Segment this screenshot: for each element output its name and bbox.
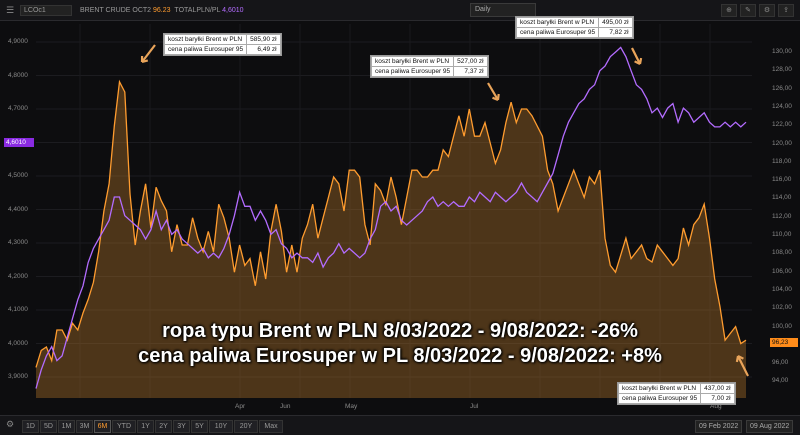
left-axis-tick: 4,8000 [8,72,28,79]
right-axis-tick: 120,00 [772,140,792,147]
annotation-label: cena paliwa Eurosuper 95 [517,28,599,38]
annotation-arrow [142,45,155,62]
annotation-arrow-head [142,60,148,62]
right-axis-tick: 110,00 [772,231,791,238]
annotation-label: cena paliwa Eurosuper 95 [619,394,701,404]
range-button[interactable]: YTD [112,420,136,433]
range-button[interactable]: 1D [22,420,39,433]
annotation-value: 6,49 zł [247,45,280,55]
gear-icon[interactable]: ⚙ [6,419,14,430]
left-axis-tick: 3,9000 [8,373,28,380]
annotation-value: 527,00 zł [454,57,487,67]
right-axis-tick: 112,00 [772,213,791,220]
annotation-label: koszt baryłki Brent w PLN [372,57,454,67]
left-axis-tick: 4,3000 [8,239,28,246]
right-axis-tick: 108,00 [772,249,792,256]
right-axis-tick: 116,00 [772,176,791,183]
range-button[interactable]: 3Y [173,420,190,433]
range-button[interactable]: 2Y [155,420,172,433]
right-axis-tick: 130,00 [772,48,792,55]
right-axis-tick: 94,00 [772,377,788,384]
right-axis-tick: 114,00 [772,194,791,201]
right-axis-tick: 124,00 [772,103,792,110]
annotation-label: koszt baryłki Brent w PLN [517,18,599,28]
left-axis-current-value: 4,6010 [4,138,34,147]
right-axis-tick: 128,00 [772,66,792,73]
left-axis-tick: 4,5000 [8,172,28,179]
annotation-value: 495,00 zł [599,18,632,28]
right-axis-tick: 126,00 [772,85,792,92]
x-axis-tick: Jul [470,403,478,410]
caption-brent: ropa typu Brent w PLN 8/03/2022 - 9/08/2… [0,320,800,343]
date-to[interactable]: 09 Aug 2022 [746,420,793,433]
range-button[interactable]: 1Y [137,420,154,433]
annotation-arrow-head [640,58,641,64]
annotation-value: 7,82 zł [599,28,632,38]
range-button[interactable]: 3M [76,420,93,433]
range-button[interactable]: 6M [94,420,111,433]
right-axis-tick: 104,00 [772,286,792,293]
annotation-value: 7,00 zł [701,394,734,404]
annotation-label: koszt baryłki Brent w PLN [619,384,701,394]
left-axis-tick: 4,4000 [8,206,28,213]
x-axis-tick: May [345,403,357,410]
annotation-label: cena paliwa Eurosuper 95 [165,45,247,55]
date-from[interactable]: 09 Feb 2022 [695,420,742,433]
right-axis-tick: 118,00 [772,158,791,165]
left-axis-tick: 4,9000 [8,38,28,45]
annotation-arrow-head [498,94,499,100]
annotation-value: 585,90 zł [247,35,280,45]
range-button[interactable]: 20Y [234,420,258,433]
range-button[interactable]: 10Y [209,420,233,433]
left-axis-tick: 4,7000 [8,105,28,112]
x-axis-tick: Apr [235,403,245,410]
annotation-label: cena paliwa Eurosuper 95 [372,67,454,77]
range-button[interactable]: 1M [58,420,75,433]
annotation-value: 7,37 zł [454,67,487,77]
right-axis-tick: 106,00 [772,268,792,275]
range-button[interactable]: 5D [40,420,57,433]
x-axis-tick: Jun [280,403,290,410]
annotation-label: koszt baryłki Brent w PLN [165,35,247,45]
left-axis-tick: 4,2000 [8,273,28,280]
range-button[interactable]: 5Y [191,420,208,433]
left-axis: 4,90004,80004,70004,60004,50004,40004,30… [0,20,36,400]
right-axis-tick: 122,00 [772,121,792,128]
right-axis-tick: 102,00 [772,304,792,311]
right-axis: 130,00 128,00 126,00 124,00 122,00 120,00 118,… [770,20,800,400]
caption-fuel: cena paliwa Eurosuper w PL 8/03/2022 - 9… [0,345,800,368]
annotation-value: 437,00 zł [701,384,734,394]
range-button[interactable]: Max [259,420,283,433]
left-axis-tick: 4,1000 [8,306,28,313]
